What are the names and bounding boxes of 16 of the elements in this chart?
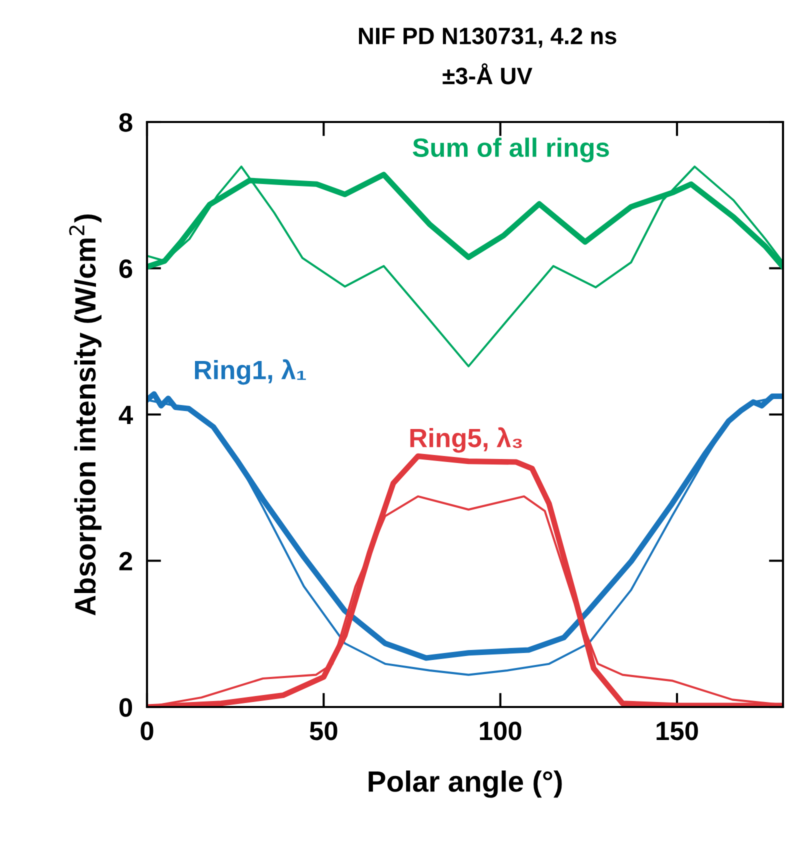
annotation: Sum of all rings — [412, 138, 609, 162]
x-tick-label: 0 — [140, 722, 154, 740]
y-tick-label: 2 — [119, 552, 132, 570]
x-tick-label: 100 — [480, 722, 522, 740]
annotation: Ring5, λ₃ — [410, 427, 522, 453]
x-tick-label: 150 — [656, 722, 698, 740]
y-tick-label: 8 — [119, 113, 132, 132]
y-tick-label: 4 — [118, 406, 133, 424]
x-tick-label: 50 — [310, 722, 338, 740]
y-tick-label: 6 — [119, 259, 132, 278]
x-axis-title: Polar angle (°) — [368, 770, 562, 798]
chart-title: NIF PD N130731, 4.2 ns — [358, 28, 616, 48]
y-axis-title: Absorption intensity (W/cm$^{2}$) — [69, 214, 102, 616]
chart-subtitle: ±3-Å UV — [442, 63, 532, 84]
y-tick-label: 0 — [119, 698, 132, 717]
annotation: Ring1, λ₁ — [194, 359, 306, 385]
